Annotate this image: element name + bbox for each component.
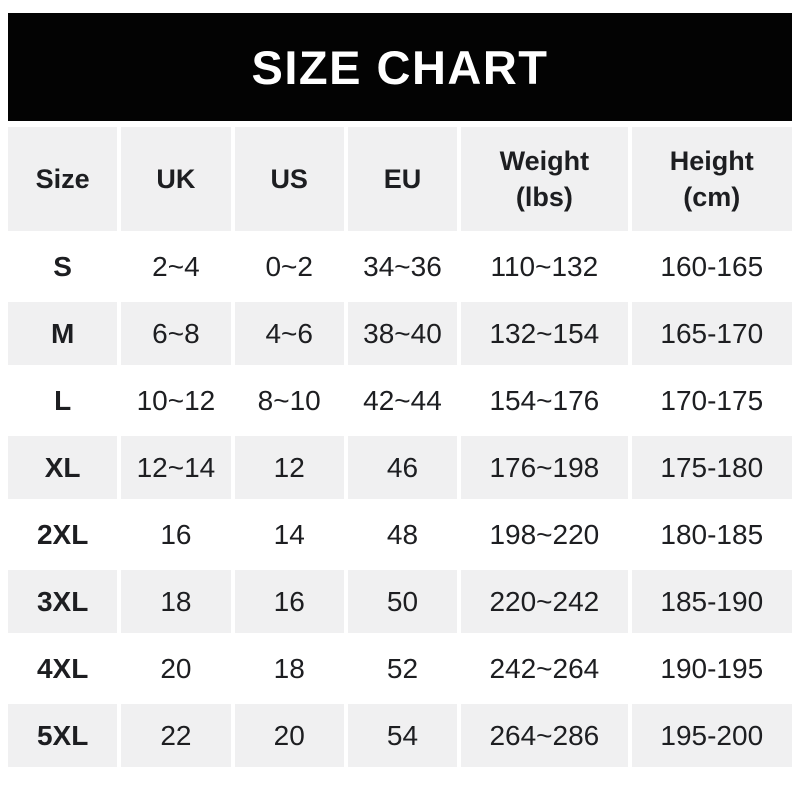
cell-5xl-eu: 54 <box>347 704 458 767</box>
cell-4xl-height: 190-195 <box>631 637 792 700</box>
header-cell-size: Size <box>8 127 118 231</box>
size-chart-table: Size UK US EU Weight (lbs) Height (cm) S 2~4 0~2 3… <box>4 123 796 771</box>
table-header-row: Size UK US EU Weight (lbs) Height (cm) <box>8 127 792 231</box>
header-cell-height: Height (cm) <box>631 127 792 231</box>
header-cell-us: US <box>234 127 344 231</box>
cell-3xl-uk: 18 <box>121 570 231 633</box>
cell-l-eu: 42~44 <box>347 369 458 432</box>
cell-4xl-size: 4XL <box>8 637 118 700</box>
cell-xl-weight: 176~198 <box>461 436 628 499</box>
cell-m-weight: 132~154 <box>461 302 628 365</box>
cell-l-us: 8~10 <box>234 369 344 432</box>
table-row-3xl: 3XL 18 16 50 220~242 185-190 <box>8 570 792 633</box>
header-cell-uk: UK <box>121 127 231 231</box>
table-row-2xl: 2XL 16 14 48 198~220 180-185 <box>8 503 792 566</box>
banner-title: SIZE CHART <box>251 40 549 94</box>
cell-xl-height: 175-180 <box>631 436 792 499</box>
cell-m-height: 165-170 <box>631 302 792 365</box>
cell-s-eu: 34~36 <box>347 235 458 298</box>
cell-m-size: M <box>8 302 118 365</box>
cell-xl-size: XL <box>8 436 118 499</box>
cell-4xl-weight: 242~264 <box>461 637 628 700</box>
table-body: S 2~4 0~2 34~36 110~132 160-165 M 6~8 4~6 38~40 13… <box>8 235 792 767</box>
cell-2xl-us: 14 <box>234 503 344 566</box>
table-row-4xl: 4XL 20 18 52 242~264 190-195 <box>8 637 792 700</box>
size-chart-banner: SIZE CHART <box>8 13 792 121</box>
cell-s-weight: 110~132 <box>461 235 628 298</box>
cell-5xl-size: 5XL <box>8 704 118 767</box>
cell-5xl-weight: 264~286 <box>461 704 628 767</box>
cell-s-height: 160-165 <box>631 235 792 298</box>
cell-xl-us: 12 <box>234 436 344 499</box>
cell-m-eu: 38~40 <box>347 302 458 365</box>
cell-5xl-us: 20 <box>234 704 344 767</box>
cell-2xl-height: 180-185 <box>631 503 792 566</box>
header-cell-weight-unit: (lbs) <box>515 182 573 212</box>
cell-3xl-weight: 220~242 <box>461 570 628 633</box>
cell-l-size: L <box>8 369 118 432</box>
cell-s-size: S <box>8 235 118 298</box>
cell-l-uk: 10~12 <box>121 369 231 432</box>
table-header: Size UK US EU Weight (lbs) Height (cm) <box>8 127 792 231</box>
cell-4xl-us: 18 <box>234 637 344 700</box>
header-cell-height-unit: (cm) <box>683 182 741 212</box>
cell-3xl-us: 16 <box>234 570 344 633</box>
cell-l-height: 170-175 <box>631 369 792 432</box>
cell-s-uk: 2~4 <box>121 235 231 298</box>
cell-2xl-uk: 16 <box>121 503 231 566</box>
cell-2xl-size: 2XL <box>8 503 118 566</box>
table-row-xl: XL 12~14 12 46 176~198 175-180 <box>8 436 792 499</box>
table-row-m: M 6~8 4~6 38~40 132~154 165-170 <box>8 302 792 365</box>
table-row-5xl: 5XL 22 20 54 264~286 195-200 <box>8 704 792 767</box>
cell-5xl-height: 195-200 <box>631 704 792 767</box>
header-cell-eu: EU <box>347 127 458 231</box>
cell-m-uk: 6~8 <box>121 302 231 365</box>
cell-3xl-height: 185-190 <box>631 570 792 633</box>
cell-4xl-uk: 20 <box>121 637 231 700</box>
cell-2xl-weight: 198~220 <box>461 503 628 566</box>
table-row-s: S 2~4 0~2 34~36 110~132 160-165 <box>8 235 792 298</box>
cell-3xl-eu: 50 <box>347 570 458 633</box>
cell-m-us: 4~6 <box>234 302 344 365</box>
table-row-l: L 10~12 8~10 42~44 154~176 170-175 <box>8 369 792 432</box>
cell-xl-eu: 46 <box>347 436 458 499</box>
cell-xl-uk: 12~14 <box>121 436 231 499</box>
header-cell-weight: Weight (lbs) <box>461 127 628 231</box>
cell-3xl-size: 3XL <box>8 570 118 633</box>
cell-2xl-eu: 48 <box>347 503 458 566</box>
cell-4xl-eu: 52 <box>347 637 458 700</box>
cell-s-us: 0~2 <box>234 235 344 298</box>
cell-5xl-uk: 22 <box>121 704 231 767</box>
cell-l-weight: 154~176 <box>461 369 628 432</box>
